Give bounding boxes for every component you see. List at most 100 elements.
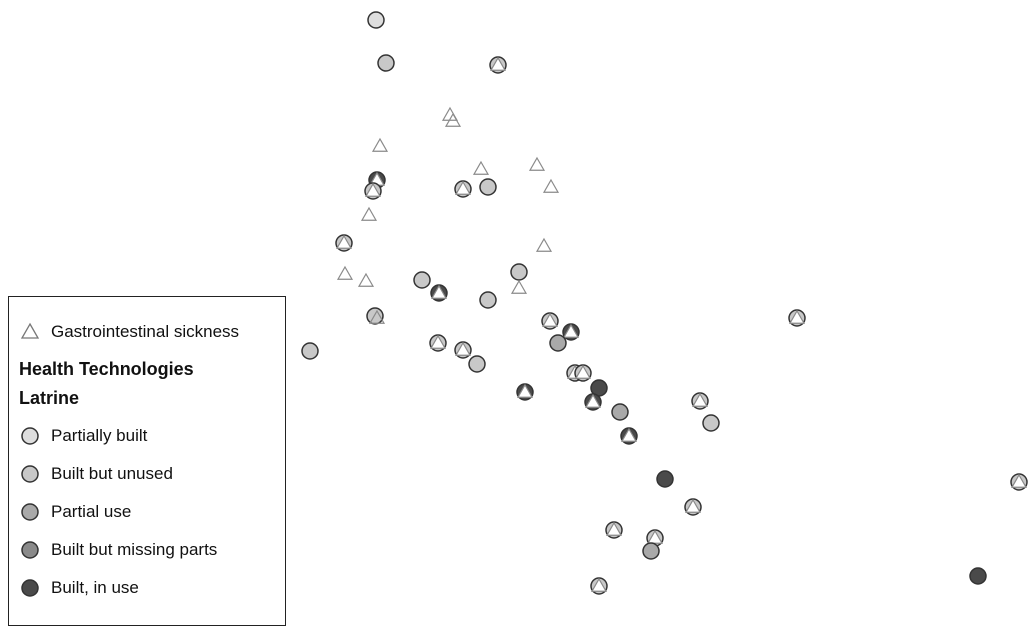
latrine-marker bbox=[479, 291, 497, 309]
legend-item-built-unused: Built but unused bbox=[19, 463, 173, 485]
map-point bbox=[510, 263, 528, 281]
latrine-marker bbox=[366, 307, 384, 325]
latrine-marker bbox=[611, 403, 629, 421]
map-point bbox=[528, 156, 546, 171]
sickness-marker bbox=[444, 112, 462, 127]
sickness-marker bbox=[510, 279, 528, 294]
latrine-marker bbox=[642, 542, 660, 560]
map-point bbox=[535, 237, 553, 252]
map-point bbox=[360, 206, 378, 221]
latrine-marker bbox=[377, 54, 395, 72]
legend-swatch-3 bbox=[21, 541, 39, 559]
legend-item-partial-use: Partial use bbox=[19, 501, 131, 523]
map-point bbox=[788, 309, 806, 327]
map-point bbox=[377, 54, 395, 72]
circle-icon bbox=[21, 503, 39, 521]
map-point bbox=[364, 182, 382, 200]
legend-label-partially-built: Partially built bbox=[51, 426, 148, 445]
map-point bbox=[620, 427, 638, 445]
map-point bbox=[454, 341, 472, 359]
map-point bbox=[336, 265, 354, 280]
map-point bbox=[429, 334, 447, 352]
map-point bbox=[684, 498, 702, 516]
map-point bbox=[542, 178, 560, 193]
map-point bbox=[472, 160, 490, 175]
map-point bbox=[479, 178, 497, 196]
map-point bbox=[357, 272, 375, 287]
map-point bbox=[479, 291, 497, 309]
sickness-marker bbox=[691, 392, 709, 407]
circle-icon bbox=[21, 427, 39, 445]
latrine-marker bbox=[468, 355, 486, 373]
sickness-marker bbox=[360, 206, 378, 221]
sickness-marker bbox=[357, 272, 375, 287]
sickness-marker bbox=[429, 334, 447, 349]
map-point bbox=[371, 137, 389, 152]
map-point bbox=[368, 309, 386, 324]
sickness-marker bbox=[516, 383, 534, 398]
legend-label-missing-parts: Built but missing parts bbox=[51, 540, 218, 559]
map-point bbox=[646, 529, 664, 547]
legend-label-sickness: Gastrointestinal sickness bbox=[51, 322, 240, 341]
map-point bbox=[605, 521, 623, 539]
map-point bbox=[430, 284, 448, 302]
sickness-marker bbox=[336, 265, 354, 280]
sickness-marker bbox=[472, 160, 490, 175]
map-point bbox=[541, 312, 559, 330]
legend-swatch-1 bbox=[21, 465, 39, 483]
map-point bbox=[549, 334, 567, 352]
sickness-marker bbox=[574, 364, 592, 379]
map-point bbox=[489, 56, 507, 74]
legend-label-built-unused: Built but unused bbox=[51, 464, 173, 483]
latrine-marker bbox=[367, 11, 385, 29]
sickness-marker bbox=[489, 56, 507, 71]
map-point bbox=[366, 307, 384, 325]
circle-icon bbox=[21, 579, 39, 597]
map-point bbox=[656, 470, 674, 488]
sickness-marker bbox=[542, 178, 560, 193]
map-point bbox=[611, 403, 629, 421]
sickness-marker bbox=[1010, 473, 1028, 488]
map-point bbox=[969, 567, 987, 585]
sickness-marker bbox=[368, 309, 386, 324]
sickness-marker bbox=[454, 180, 472, 195]
map-point bbox=[1010, 473, 1028, 491]
legend-heading-health-technologies: Health Technologies bbox=[19, 359, 194, 379]
map-point bbox=[702, 414, 720, 432]
latrine-marker bbox=[479, 178, 497, 196]
map-point bbox=[335, 234, 353, 252]
sickness-marker bbox=[371, 137, 389, 152]
latrine-marker bbox=[301, 342, 319, 360]
latrine-marker bbox=[549, 334, 567, 352]
legend-item-missing-parts: Built but missing parts bbox=[19, 539, 217, 561]
map-point bbox=[367, 11, 385, 29]
map-point bbox=[574, 364, 592, 382]
map-point bbox=[562, 323, 580, 341]
map-point bbox=[516, 383, 534, 401]
map-point bbox=[468, 355, 486, 373]
sickness-marker bbox=[562, 323, 580, 338]
map-legend: Gastrointestinal sickness Health Technol… bbox=[8, 296, 286, 626]
sickness-marker bbox=[535, 237, 553, 252]
circle-icon bbox=[21, 541, 39, 559]
sickness-marker bbox=[430, 284, 448, 299]
legend-item-sickness: Gastrointestinal sickness bbox=[19, 321, 239, 343]
sickness-marker bbox=[620, 427, 638, 442]
map-point bbox=[301, 342, 319, 360]
latrine-marker bbox=[510, 263, 528, 281]
circle-icon bbox=[21, 465, 39, 483]
sickness-marker bbox=[590, 577, 608, 592]
map-point bbox=[584, 393, 602, 411]
legend-swatch-4 bbox=[21, 579, 39, 597]
sickness-marker bbox=[335, 234, 353, 249]
triangle-icon bbox=[20, 322, 40, 339]
sickness-marker bbox=[605, 521, 623, 536]
sickness-marker bbox=[584, 393, 602, 408]
map-point bbox=[642, 542, 660, 560]
legend-label-in-use: Built, in use bbox=[51, 578, 139, 597]
legend-heading-latrine: Latrine bbox=[19, 388, 80, 408]
sickness-marker bbox=[528, 156, 546, 171]
map-point bbox=[454, 180, 472, 198]
latrine-marker bbox=[969, 567, 987, 585]
map-point bbox=[590, 577, 608, 595]
